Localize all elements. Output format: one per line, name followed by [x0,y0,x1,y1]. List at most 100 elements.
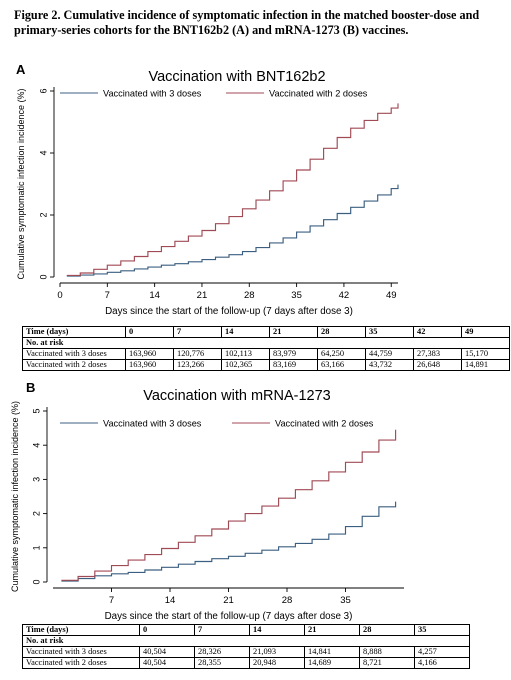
chart-0-x-tick-label-21: 21 [197,290,208,301]
at-risk-table-a-data-row-1: Vaccinated with 2 doses 163,960 123,266 102… [22,359,510,371]
at-risk-table-b-time-label: Time (days) [22,624,140,636]
at-risk-table-a-row-label-0: Vaccinated with 3 doses [22,348,126,360]
chart-1-title: Vaccination with mRNA-1273 [143,388,331,404]
at-risk-table-b-cell-0-4: 8,888 [359,646,415,658]
at-risk-table-b-row-label-0: Vaccinated with 3 doses [22,646,140,658]
chart-1-legend-label-1: Vaccinated with 2 doses [275,419,374,429]
at-risk-table-b-time-14: 14 [249,624,305,636]
chart-1-y-tick-label-4: 4 [31,443,41,448]
chart-1-y-tick-label-1: 1 [31,545,41,550]
chart-0-series-line-1 [66,103,399,276]
chart-1-series-line-0 [61,501,397,582]
at-risk-table-a-cell-0-2: 102,113 [221,348,270,360]
chart-0-y-tick-label-4: 4 [38,150,48,155]
chart-0-x-tick-label-7: 7 [105,290,110,301]
chart-1-x-tick-label-21: 21 [223,595,234,606]
at-risk-table-a-cell-1-1: 123,266 [173,359,222,371]
panel-letter-b: B [26,380,36,395]
chart-1-y-tick-label-5: 5 [31,408,41,413]
at-risk-table-a-header-row: Time (days) 0 7 14 21 28 35 42 49 [22,326,510,338]
chart-0-y-tick-label-6: 6 [38,88,48,93]
at-risk-table-b-cell-1-0: 40,504 [139,657,195,669]
at-risk-table-b-header-row: Time (days) 0 7 14 21 28 35 [22,624,470,636]
chart-0-legend-label-1: Vaccinated with 2 doses [269,89,368,99]
at-risk-table-a-cell-0-5: 44,759 [365,348,414,360]
chart-1-x-tick-label-35: 35 [340,595,351,606]
chart-0-title: Vaccination with BNT162b2 [148,69,325,85]
at-risk-table-a-row-label-1: Vaccinated with 2 doses [22,359,126,371]
chart-1-y-tick-label-3: 3 [31,477,41,482]
at-risk-table-b-cell-0-3: 14,841 [304,646,360,658]
chart-0-x-tick-label-35: 35 [291,290,302,301]
at-risk-table-a-cell-0-4: 64,250 [317,348,366,360]
chart-0-x-tick-label-49: 49 [386,290,397,301]
at-risk-table-a-time-35: 35 [365,326,414,338]
chart-0-x-tick-label-14: 14 [149,290,160,301]
at-risk-table-b-cell-1-1: 28,355 [194,657,250,669]
at-risk-table-a-cell-1-2: 102,365 [221,359,270,371]
at-risk-table-b: Time (days) 0 7 14 21 28 35 No. at risk Vaccinat… [22,624,470,669]
figure-caption: Figure 2. Cumulative incidence of sympto… [14,8,480,37]
at-risk-table-a-cell-1-4: 63,166 [317,359,366,371]
at-risk-table-b-cell-0-1: 28,326 [194,646,250,658]
at-risk-table-b-data-row-1: Vaccinated with 2 doses 40,504 28,355 20,94… [22,657,470,669]
chart-0-x-tick-label-28: 28 [244,290,255,301]
at-risk-table-a: Time (days) 0 7 14 21 28 35 42 49 No. at risk Vacc… [22,326,510,371]
at-risk-table-b-cell-1-5: 4,166 [414,657,470,669]
at-risk-table-a-cell-0-7: 15,170 [461,348,510,360]
chart-1-x-tick-label-7: 7 [109,595,114,606]
at-risk-table-a-time-label: Time (days) [22,326,126,338]
chart-0-legend-label-0: Vaccinated with 3 doses [103,89,202,99]
chart-1-x-axis-label: Days since the start of the follow-up (7… [105,611,353,622]
at-risk-table-b-cell-1-2: 20,948 [249,657,305,669]
at-risk-table-a-time-42: 42 [413,326,462,338]
at-risk-table-a-cell-1-7: 14,891 [461,359,510,371]
at-risk-table-b-data-row-0: Vaccinated with 3 doses 40,504 28,326 21,09… [22,646,470,658]
chart-0-y-tick-label-2: 2 [38,212,48,217]
chart-0-series-line-0 [66,184,399,277]
at-risk-table-a-time-49: 49 [461,326,510,338]
at-risk-table-a-time-28: 28 [317,326,366,338]
at-risk-table-a-time-7: 7 [173,326,222,338]
chart-1-y-tick-label-0: 0 [31,579,41,584]
at-risk-table-b-cell-0-0: 40,504 [139,646,195,658]
at-risk-table-a-time-21: 21 [269,326,318,338]
chart-1-legend-label-0: Vaccinated with 3 doses [103,419,202,429]
at-risk-table-a-cell-0-1: 120,776 [173,348,222,360]
at-risk-table-b-at-risk-row: No. at risk [22,635,470,647]
at-risk-table-a-data-row-0: Vaccinated with 3 doses 163,960 120,776 102… [22,348,510,360]
at-risk-table-b-time-0: 0 [139,624,195,636]
at-risk-table-b-time-35: 35 [414,624,470,636]
chart-1-x-tick-label-28: 28 [282,595,293,606]
chart-1-y-tick-label-2: 2 [31,511,41,516]
chart-0-x-tick-label-0: 0 [57,290,62,301]
chart-1-series-line-1 [61,429,397,581]
at-risk-table-a-time-14: 14 [221,326,270,338]
at-risk-table-a-cell-0-0: 163,960 [125,348,174,360]
at-risk-table-b-cell-1-4: 8,721 [359,657,415,669]
chart-1-x-tick-label-14: 14 [165,595,176,606]
chart-0-x-axis-label: Days since the start of the follow-up (7… [105,306,353,317]
at-risk-table-b-row-label-1: Vaccinated with 2 doses [22,657,140,669]
at-risk-table-b-cell-0-5: 4,257 [414,646,470,658]
at-risk-table-b-cell-0-2: 21,093 [249,646,305,658]
chart-0-y-axis-label: Cumulative symptomatic infection inciden… [16,88,26,279]
at-risk-table-b-time-7: 7 [194,624,250,636]
chart-panel-b: Vaccination with mRNA-1273 Vaccinated wit… [10,388,404,622]
at-risk-table-a-time-0: 0 [125,326,174,338]
panel-letter-a: A [16,62,26,77]
at-risk-table-b-cell-1-3: 14,689 [304,657,360,669]
at-risk-table-a-cell-1-0: 163,960 [125,359,174,371]
at-risk-table-a-cell-1-6: 26,648 [413,359,462,371]
at-risk-table-a-cell-1-3: 83,169 [269,359,318,371]
chart-1-y-axis-label: Cumulative symptomatic infection inciden… [10,401,20,592]
at-risk-table-a-at-risk-label: No. at risk [22,337,510,349]
chart-panel-a: Vaccination with BNT162b2 Vaccinated with… [16,69,399,317]
at-risk-table-b-time-28: 28 [359,624,415,636]
at-risk-table-b-time-21: 21 [304,624,360,636]
at-risk-table-a-cell-0-6: 27,383 [413,348,462,360]
at-risk-table-a-at-risk-row: No. at risk [22,337,510,349]
chart-0-y-tick-label-0: 0 [38,274,48,279]
at-risk-table-a-cell-1-5: 43,732 [365,359,414,371]
at-risk-table-a-cell-0-3: 83,979 [269,348,318,360]
